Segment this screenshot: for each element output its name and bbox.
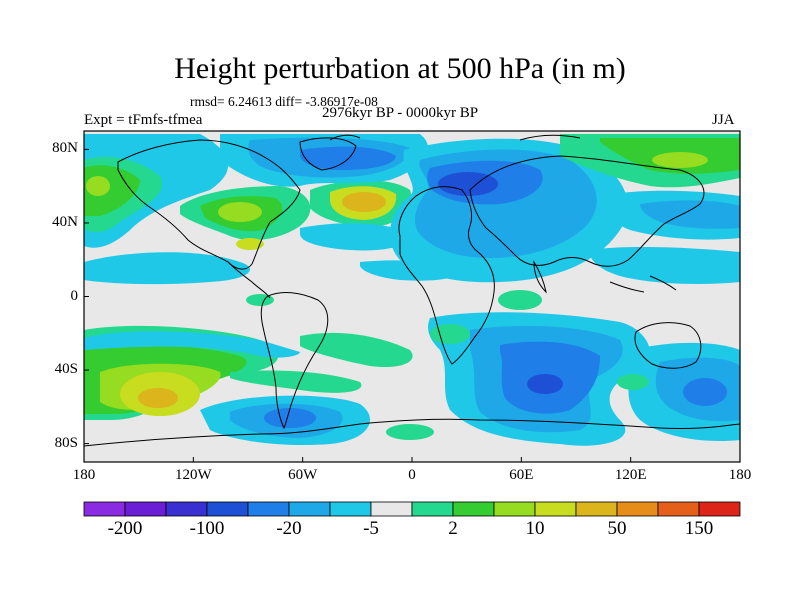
colorbar-label: 2 bbox=[448, 518, 458, 539]
map-title: Height perturbation at 500 hPa (in m) bbox=[174, 52, 626, 85]
colorbar-label: -200 bbox=[107, 518, 143, 539]
colorbar-swatch bbox=[616, 501, 659, 517]
contour-region bbox=[589, 246, 740, 284]
colorbar-swatch bbox=[329, 501, 372, 517]
lat-tick-label: 80N bbox=[52, 140, 78, 157]
season-label: JJA bbox=[712, 112, 735, 128]
contour-field bbox=[84, 134, 740, 447]
colorbar-swatch bbox=[698, 501, 741, 517]
rmsd-stats: rmsd= 6.24613 diff= -3.86917e-08 bbox=[190, 94, 378, 109]
contour-region bbox=[236, 238, 264, 250]
colorbar-swatch bbox=[83, 501, 126, 517]
contour-region bbox=[498, 290, 542, 310]
experiment-label: Expt = tFmfs-tfmea bbox=[84, 112, 203, 128]
contour-region bbox=[430, 324, 470, 344]
lat-tick-label: 40N bbox=[52, 213, 78, 230]
colorbar-swatch bbox=[124, 501, 167, 517]
lon-tick-label: 0 bbox=[408, 467, 416, 483]
colorbar-swatch bbox=[534, 501, 577, 517]
contour-region bbox=[218, 202, 262, 222]
colorbar-swatch bbox=[247, 501, 290, 517]
contour-region bbox=[138, 388, 178, 408]
colorbar-swatch bbox=[452, 501, 495, 517]
contour-region bbox=[342, 192, 386, 212]
contour-region bbox=[683, 378, 727, 406]
colorbar-swatch bbox=[575, 501, 618, 517]
lat-tick-label: 80S bbox=[54, 434, 78, 451]
contour-region bbox=[264, 408, 316, 428]
contour-region bbox=[640, 200, 740, 229]
contour-region bbox=[84, 331, 300, 358]
colorbar-label: 10 bbox=[525, 518, 545, 539]
contour-region bbox=[230, 370, 362, 393]
colorbar-swatch bbox=[165, 501, 208, 517]
contour-region bbox=[527, 374, 563, 394]
lon-tick-label: 120E bbox=[614, 467, 647, 483]
colorbar-swatch bbox=[370, 501, 413, 517]
lon-tick-label: 60E bbox=[509, 467, 534, 483]
lon-tick-label: 180 bbox=[72, 467, 96, 483]
lon-tick-label: 60W bbox=[288, 467, 318, 483]
contour-region bbox=[300, 223, 410, 251]
colorbar-label: 150 bbox=[684, 518, 714, 539]
contour-region bbox=[438, 172, 498, 196]
colorbar-swatch bbox=[493, 501, 536, 517]
colorbar-swatch bbox=[206, 501, 249, 517]
contour-region bbox=[617, 374, 649, 390]
contour-region bbox=[386, 424, 434, 440]
contour-region bbox=[86, 176, 110, 196]
axis-ticks bbox=[83, 148, 741, 462]
colorbar-swatch bbox=[411, 501, 454, 517]
colorbar-label: -100 bbox=[189, 518, 225, 539]
period-label: 2976kyr BP - 0000kyr BP bbox=[322, 105, 479, 121]
colorbar-swatch bbox=[288, 501, 331, 517]
lon-tick-label: 120W bbox=[174, 467, 212, 483]
colorbar-label: -20 bbox=[276, 518, 302, 539]
coastlines bbox=[84, 134, 740, 447]
contour-region bbox=[300, 332, 413, 368]
lat-tick-label: 40S bbox=[54, 361, 78, 378]
colorbar-label: -5 bbox=[363, 518, 379, 539]
colorbar-swatch bbox=[657, 501, 700, 517]
colorbar-label: 50 bbox=[607, 518, 627, 539]
lon-tick-label: 180 bbox=[728, 467, 752, 483]
contour-region bbox=[84, 252, 250, 285]
lat-tick-label: 0 bbox=[70, 287, 79, 304]
colorbar bbox=[83, 501, 741, 517]
contour-region bbox=[652, 152, 708, 168]
